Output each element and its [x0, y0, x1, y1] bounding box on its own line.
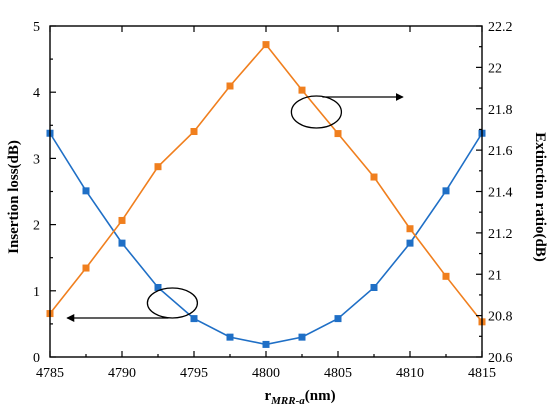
x-tick-label: 4815 [468, 366, 496, 381]
y-right-tick-label: 21.4 [488, 186, 513, 201]
axis-labels: rMRR-a(nm) Insertion loss(dB) Extinction… [6, 132, 548, 407]
data-point-left [298, 333, 306, 341]
y-left-tick-label: 5 [33, 20, 40, 35]
data-point-right [370, 173, 378, 181]
annotations [66, 93, 404, 322]
y-right-tick-label: 20.6 [488, 351, 513, 366]
data-point-left [118, 239, 126, 247]
y-left-tick-label: 0 [33, 351, 40, 366]
data-point-left [406, 239, 414, 247]
plot-area [46, 41, 486, 348]
data-point-left [190, 315, 198, 323]
y-left-tick-label: 1 [33, 285, 40, 300]
x-axis-label: rMRR-a(nm) [264, 388, 335, 407]
data-point-right [334, 130, 342, 138]
y-left-tick-label: 4 [33, 86, 40, 101]
data-point-left [334, 315, 342, 323]
x-axis-label-subscript: MRR-a [270, 395, 305, 407]
y-axis-left-label: Insertion loss(dB) [6, 140, 22, 254]
data-point-right [406, 225, 414, 233]
annotation-ellipse-left [146, 287, 199, 319]
data-point-left [226, 333, 234, 341]
y-right-tick-label: 21.8 [488, 103, 513, 118]
data-point-left [442, 187, 450, 195]
x-axis-label-main: r [264, 388, 271, 404]
data-point-right [118, 216, 126, 224]
y-left-tick-label: 3 [33, 152, 40, 167]
x-tick-label: 4795 [180, 366, 208, 381]
data-point-left [262, 340, 270, 348]
data-point-left [370, 283, 378, 291]
x-tick-label: 4800 [252, 366, 280, 381]
data-point-right [226, 82, 234, 90]
x-tick-label: 4785 [36, 366, 64, 381]
data-point-right [82, 264, 90, 272]
data-point-left [154, 283, 162, 291]
y-right-tick-label: 21.2 [488, 227, 513, 242]
data-point-right [262, 41, 270, 49]
x-tick-label: 4810 [396, 366, 424, 381]
x-tick-label: 4805 [324, 366, 352, 381]
y-right-tick-label: 22 [488, 61, 502, 76]
x-tick-label: 4790 [108, 366, 136, 381]
y-axis-right-label: Extinction ratio(dB) [532, 132, 548, 262]
axes: 4785 4790 4795 4800 4805 4810 4815 0 1 2 3 4 5 20.6 20… [33, 20, 513, 381]
data-point-right [154, 163, 162, 171]
y-left-tick-label: 2 [33, 219, 40, 234]
data-point-left [82, 187, 90, 195]
series-line-right [49, 43, 483, 323]
plot-frame [49, 25, 483, 358]
y-right-tick-label: 22.2 [488, 20, 513, 35]
x-axis-label-unit: (nm) [305, 388, 336, 404]
data-point-right [190, 128, 198, 136]
annotation-ellipse-right [290, 95, 343, 129]
data-point-right [298, 86, 306, 94]
data-point-right [442, 272, 450, 280]
y-right-tick-label: 21 [488, 268, 502, 283]
y-right-tick-label: 20.8 [488, 310, 513, 325]
y-right-tick-label: 21.6 [488, 144, 513, 159]
